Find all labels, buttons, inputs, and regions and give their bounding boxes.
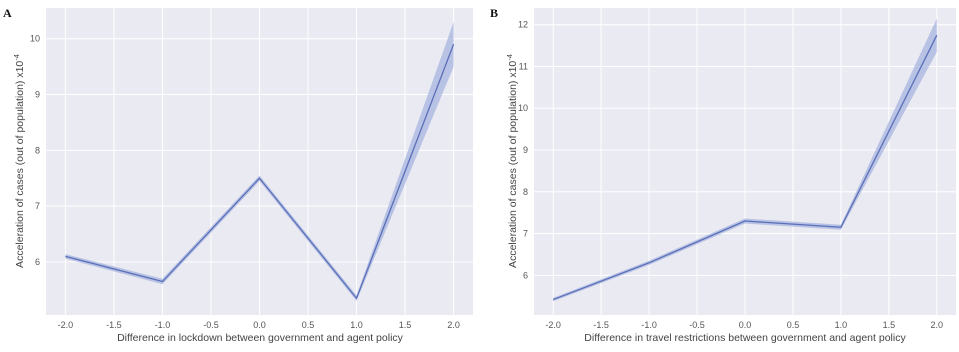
panel-a-x-tick-labels: -2.0 -1.5 -1.0 -0.5 0.0 0.5 1.0 1.5 2.0 — [58, 320, 460, 330]
panel-a-y-tick-label: 10 — [30, 34, 40, 44]
panel-b-x-tick-label: 0.5 — [787, 320, 800, 330]
panel-b-y-tick-label: 9 — [523, 145, 528, 155]
panel-b-x-axis-label: Difference in travel restrictions betwee… — [584, 332, 906, 344]
panel-a-x-tick-label: -2.0 — [58, 320, 74, 330]
panel-b-x-tick-labels: -2.0 -1.5 -1.0 -0.5 0.0 0.5 1.0 1.5 2.0 — [545, 320, 943, 330]
panel-a-y-tick-label: 9 — [35, 90, 40, 100]
panel-b-x-tick-label: -2.0 — [545, 320, 561, 330]
panel-b-y-axis-label: Acceleration of cases (out of population… — [505, 54, 520, 268]
panel-b-y-axis-label-exponent: -4 — [505, 54, 514, 61]
panel-a-x-tick-label: 0.5 — [302, 320, 315, 330]
panel-b-x-tick-label: 0.0 — [739, 320, 752, 330]
panel-a-y-tick-labels: 6 7 8 9 10 — [30, 34, 40, 267]
panel-a-x-tick-label: 2.0 — [447, 320, 460, 330]
panel-b-series-line — [552, 34, 938, 301]
panel-b-x-tick-label: 2.0 — [931, 320, 944, 330]
panel-a-x-axis-label: Difference in lockdown between governmen… — [117, 332, 404, 344]
panel-a-y-axis-label-text: Acceleration of cases (out of population… — [14, 61, 26, 268]
panel-a-y-axis-label-exponent: -4 — [12, 54, 21, 61]
panel-b-grid — [534, 8, 956, 315]
panel-b: B -2.0 -1.5 -1.0 -0.5 0.0 0.5 1.0 1.5 2.0 6 7 8 9 10… — [490, 6, 956, 344]
panel-b-y-tick-labels: 6 7 8 9 10 11 12 — [518, 20, 528, 281]
panel-a: A -2.0 -1.5 -1.0 -0.5 0.0 0.5 1.0 1.5 2.0 6 7 8 9 10… — [3, 6, 473, 344]
panel-a-y-tick-label: 8 — [35, 145, 40, 155]
panel-b-y-tick-label: 11 — [519, 61, 528, 71]
panel-a-y-tick-label: 7 — [35, 201, 40, 211]
panel-a-series-line — [65, 44, 455, 299]
panel-a-y-tick-label: 6 — [35, 257, 40, 267]
panel-b-x-tick-label: 1.0 — [835, 320, 848, 330]
panel-b-x-tick-label: 1.5 — [883, 320, 896, 330]
panel-b-y-tick-label: 6 — [523, 270, 528, 280]
panel-a-x-tick-label: -0.5 — [203, 320, 219, 330]
panel-a-letter: A — [3, 6, 12, 20]
panel-b-line-path — [552, 34, 938, 301]
panel-a-x-tick-label: 1.5 — [399, 320, 412, 330]
panel-b-letter: B — [490, 6, 498, 20]
panel-b-x-tick-label: -0.5 — [689, 320, 705, 330]
panel-b-x-tick-label: -1.0 — [641, 320, 657, 330]
panel-b-x-tick-label: -1.5 — [593, 320, 609, 330]
panel-a-x-tick-label: -1.0 — [155, 320, 171, 330]
panel-a-line-path — [65, 44, 455, 299]
panel-a-y-axis-label: Acceleration of cases (out of population… — [12, 54, 27, 268]
panel-b-y-axis-label-text: Acceleration of cases (out of population… — [507, 61, 519, 268]
panel-a-x-tick-label: -1.5 — [106, 320, 122, 330]
panel-b-y-tick-label: 7 — [523, 229, 528, 239]
panel-a-x-tick-label: 0.0 — [253, 320, 266, 330]
panel-a-x-tick-label: 1.0 — [350, 320, 363, 330]
panel-b-y-tick-label: 10 — [518, 103, 528, 113]
panel-b-y-tick-label: 12 — [518, 20, 528, 30]
panel-b-y-tick-label: 8 — [523, 187, 528, 197]
